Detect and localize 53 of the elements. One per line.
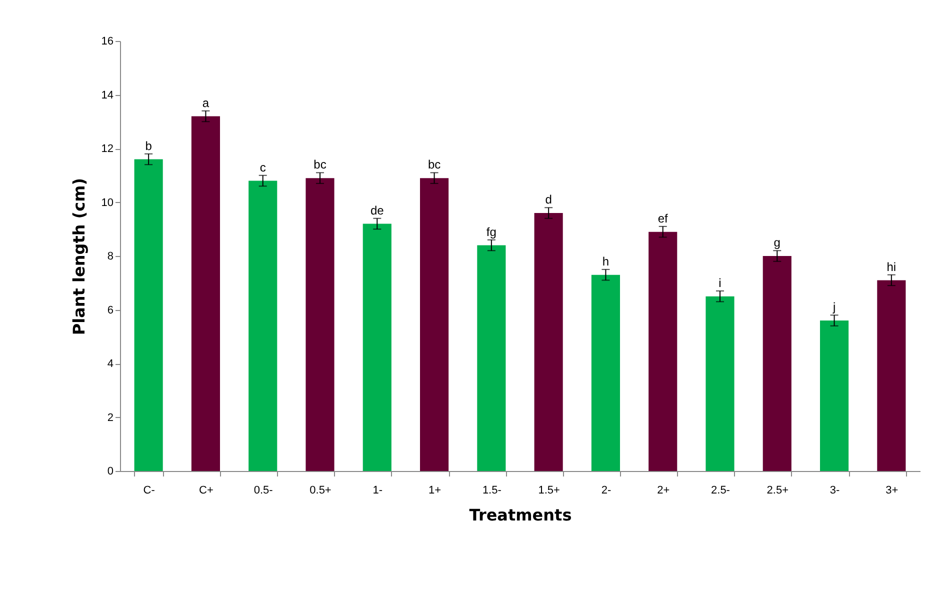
bar [134, 159, 163, 471]
y-axis-title: Plant length (cm) [69, 178, 88, 336]
annotation: fg [486, 224, 496, 239]
annotation: b [145, 138, 152, 153]
x-tick-label: 1.5- [482, 484, 502, 496]
annotation: hi [886, 260, 896, 274]
bar [191, 116, 220, 471]
x-tick-label: C+ [199, 484, 214, 496]
bar [362, 224, 392, 471]
bar [420, 178, 449, 471]
x-tick-label: 2- [601, 484, 612, 496]
bar [591, 274, 620, 471]
bar [248, 180, 278, 471]
annotation: g [774, 236, 780, 250]
x-tick-label: 0.5- [254, 484, 274, 496]
annotation: j [832, 300, 836, 314]
y-tick-label: 4 [107, 358, 114, 370]
bar [306, 178, 334, 471]
x-tick-label: 0.5+ [310, 484, 332, 496]
x-tick-label: 1- [372, 484, 383, 496]
annotation: a [202, 96, 210, 110]
bar [648, 232, 678, 471]
y-tick-label: 2 [107, 412, 114, 424]
bar [706, 296, 734, 471]
x-tick-label: 2.5+ [766, 484, 788, 496]
y-tick-label: 14 [101, 89, 114, 102]
y-tick-label: 8 [107, 250, 114, 262]
y-tick-label: 12 [101, 143, 114, 155]
bar [477, 245, 506, 471]
x-tick-label: 1+ [428, 484, 442, 496]
bar [762, 256, 792, 471]
annotation: d [545, 192, 552, 207]
annotation: bc [314, 158, 326, 172]
annotation: de [370, 203, 384, 218]
bar [820, 320, 849, 471]
x-axis-title: Treatments [469, 506, 572, 524]
annotation: ef [658, 211, 669, 226]
bar [877, 280, 906, 471]
y-tick-label: 6 [107, 304, 114, 316]
bar [534, 213, 563, 471]
x-tick-label: 3+ [886, 484, 898, 496]
x-tick-label: 3- [830, 484, 840, 496]
x-tick-label: C- [143, 484, 156, 496]
x-tick-label: 2+ [657, 484, 670, 496]
y-tick-label: 0 [107, 466, 114, 478]
annotation: c [260, 160, 266, 174]
y-tick-label: 16 [101, 36, 114, 48]
annotation: i [718, 276, 722, 290]
annotation: h [602, 254, 610, 268]
annotation: bc [428, 158, 441, 172]
x-tick-label: 1.5+ [538, 484, 560, 496]
y-tick-label: 10 [101, 196, 114, 209]
x-tick-label: 2.5- [711, 484, 730, 496]
